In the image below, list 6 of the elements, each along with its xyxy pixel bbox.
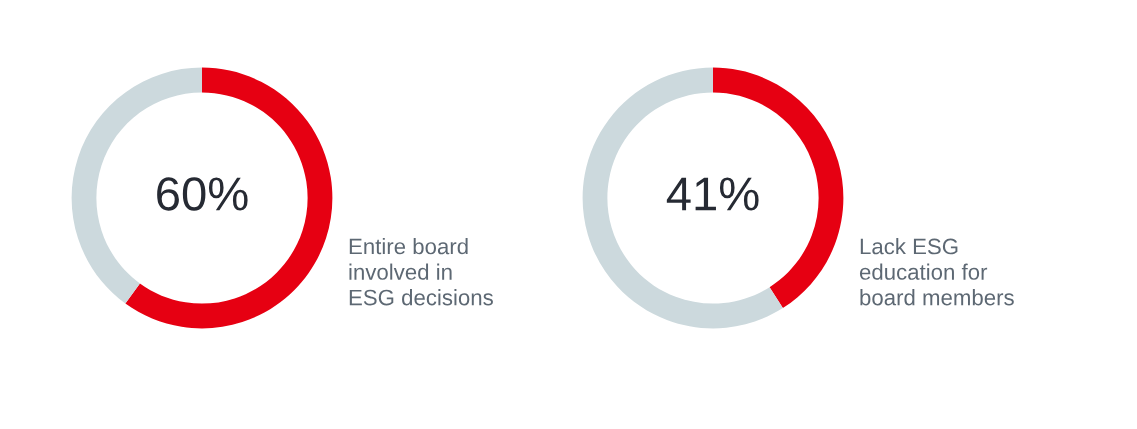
donut-slice — [125, 67, 333, 329]
data-label: 41% — [666, 177, 759, 211]
donut-slice — [582, 67, 783, 329]
text: Lack ESG education for board members — [859, 238, 1014, 306]
text: Entire board involved in ESG decisions — [349, 238, 493, 306]
data-label: 60% — [157, 177, 248, 211]
